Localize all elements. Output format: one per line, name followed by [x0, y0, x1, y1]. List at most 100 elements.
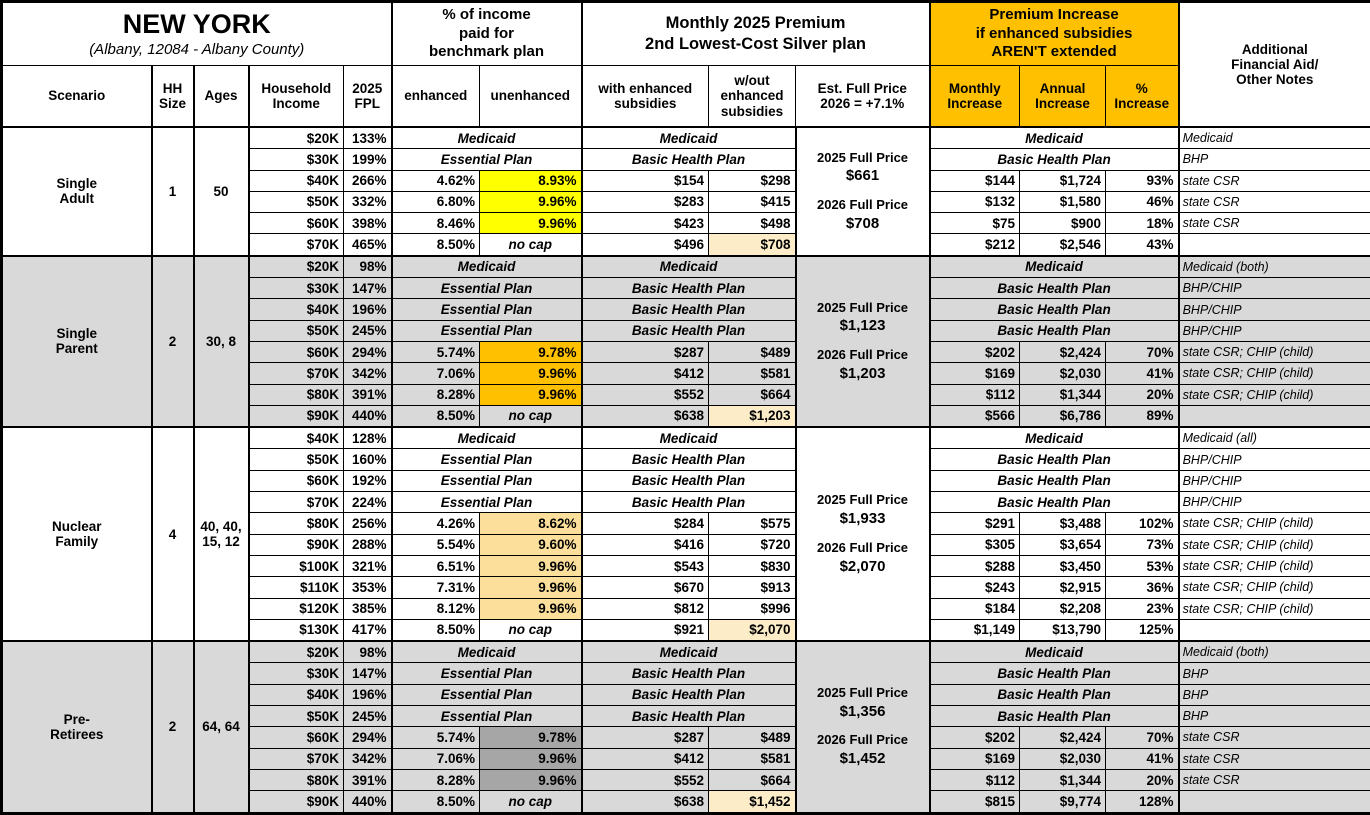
note-cell: state CSR; CHIP (child) [1179, 598, 1370, 619]
premium-plan-cell: Medicaid [582, 641, 796, 663]
fpl-cell: 196% [344, 684, 392, 705]
income-cell: $30K [249, 663, 344, 684]
note-cell: state CSR [1179, 727, 1370, 748]
unenhanced-pct-cell: no cap [480, 405, 582, 427]
income-cell: $130K [249, 619, 344, 641]
monthly-increase-cell: $132 [930, 191, 1020, 212]
premium-with-subsidies-cell: $552 [582, 384, 709, 405]
pct-income-plan-cell: Medicaid [392, 427, 582, 449]
fpl-cell: 160% [344, 449, 392, 470]
income-cell: $90K [249, 791, 344, 813]
annual-increase-cell: $3,488 [1020, 513, 1106, 534]
fpl-cell: 391% [344, 769, 392, 790]
pct-increase-cell: 20% [1106, 769, 1179, 790]
premium-without-subsidies-cell: $298 [709, 170, 796, 191]
ages-value: 30, 8 [194, 256, 249, 427]
premium-plan-cell: Medicaid [582, 427, 796, 449]
premium-plan-cell: Basic Health Plan [582, 706, 796, 727]
annual-increase-cell: $2,546 [1020, 234, 1106, 256]
premium-with-subsidies-cell: $543 [582, 555, 709, 576]
note-cell: BHP [1179, 663, 1370, 684]
monthly-increase-cell: $112 [930, 769, 1020, 790]
unenhanced-pct-cell: 9.96% [480, 577, 582, 598]
full-price-2026-value: $708 [801, 214, 925, 234]
fpl-cell: 199% [344, 149, 392, 170]
unenhanced-pct-cell: 9.60% [480, 534, 582, 555]
pct-increase-cell: 125% [1106, 619, 1179, 641]
col-header-ages: Ages [194, 66, 249, 128]
enhanced-pct-cell: 8.50% [392, 405, 480, 427]
note-cell: state CSR [1179, 213, 1370, 234]
note-cell: state CSR; CHIP (child) [1179, 363, 1370, 384]
premium-without-subsidies-cell: $996 [709, 598, 796, 619]
increase-plan-cell: Basic Health Plan [930, 492, 1179, 513]
note-cell [1179, 405, 1370, 427]
enhanced-pct-cell: 8.28% [392, 769, 480, 790]
note-cell: Medicaid (both) [1179, 641, 1370, 663]
income-cell: $40K [249, 684, 344, 705]
increase-plan-cell: Medicaid [930, 641, 1179, 663]
premium-with-subsidies-cell: $638 [582, 405, 709, 427]
premium-without-subsidies-cell: $498 [709, 213, 796, 234]
annual-increase-cell: $2,424 [1020, 341, 1106, 362]
pct-income-plan-cell: Essential Plan [392, 278, 582, 299]
full-price-2025-label: 2025 Full Price [801, 492, 925, 509]
unenhanced-pct-cell: 9.96% [480, 191, 582, 212]
annual-increase-cell: $1,724 [1020, 170, 1106, 191]
premium-without-subsidies-cell: $581 [709, 363, 796, 384]
note-cell: BHP/CHIP [1179, 449, 1370, 470]
note-cell: state CSR; CHIP (child) [1179, 341, 1370, 362]
increase-plan-cell: Medicaid [930, 256, 1179, 278]
income-cell: $20K [249, 641, 344, 663]
enhanced-pct-cell: 8.46% [392, 213, 480, 234]
income-cell: $70K [249, 748, 344, 769]
premium-without-subsidies-cell: $415 [709, 191, 796, 212]
enhanced-pct-cell: 7.31% [392, 577, 480, 598]
enhanced-pct-cell: 8.12% [392, 598, 480, 619]
premium-with-subsidies-cell: $812 [582, 598, 709, 619]
enhanced-pct-cell: 5.74% [392, 727, 480, 748]
fpl-cell: 332% [344, 191, 392, 212]
unenhanced-pct-cell: no cap [480, 234, 582, 256]
fpl-cell: 342% [344, 748, 392, 769]
income-cell: $30K [249, 149, 344, 170]
fpl-cell: 294% [344, 727, 392, 748]
premium-plan-cell: Basic Health Plan [582, 470, 796, 491]
monthly-increase-cell: $243 [930, 577, 1020, 598]
fpl-cell: 147% [344, 278, 392, 299]
income-cell: $50K [249, 449, 344, 470]
note-cell: state CSR; CHIP (child) [1179, 534, 1370, 555]
full-price-2026-value: $1,203 [801, 364, 925, 384]
unenhanced-pct-cell: 9.96% [480, 598, 582, 619]
col-header-without-subsidies: w/out enhanced subsidies [709, 66, 796, 128]
annual-increase-cell: $1,344 [1020, 384, 1106, 405]
annual-increase-cell: $2,030 [1020, 748, 1106, 769]
annual-increase-cell: $9,774 [1020, 791, 1106, 813]
note-cell: state CSR; CHIP (child) [1179, 513, 1370, 534]
note-cell: Medicaid [1179, 127, 1370, 149]
monthly-increase-cell: $212 [930, 234, 1020, 256]
income-cell: $80K [249, 513, 344, 534]
increase-plan-cell: Basic Health Plan [930, 278, 1179, 299]
premium-plan-cell: Basic Health Plan [582, 320, 796, 341]
increase-plan-cell: Basic Health Plan [930, 684, 1179, 705]
income-cell: $70K [249, 234, 344, 256]
income-cell: $70K [249, 492, 344, 513]
pct-income-plan-cell: Medicaid [392, 127, 582, 149]
fpl-cell: 196% [344, 299, 392, 320]
note-cell: BHP/CHIP [1179, 278, 1370, 299]
note-cell: BHP/CHIP [1179, 299, 1370, 320]
enhanced-pct-cell: 6.51% [392, 555, 480, 576]
pct-increase-cell: 23% [1106, 598, 1179, 619]
fpl-cell: 128% [344, 427, 392, 449]
income-cell: $50K [249, 706, 344, 727]
annual-increase-cell: $13,790 [1020, 619, 1106, 641]
enhanced-pct-cell: 5.74% [392, 341, 480, 362]
income-cell: $40K [249, 170, 344, 191]
note-cell: state CSR [1179, 748, 1370, 769]
enhanced-pct-cell: 4.26% [392, 513, 480, 534]
premium-plan-cell: Medicaid [582, 127, 796, 149]
full-price-2025-label: 2025 Full Price [801, 150, 925, 167]
